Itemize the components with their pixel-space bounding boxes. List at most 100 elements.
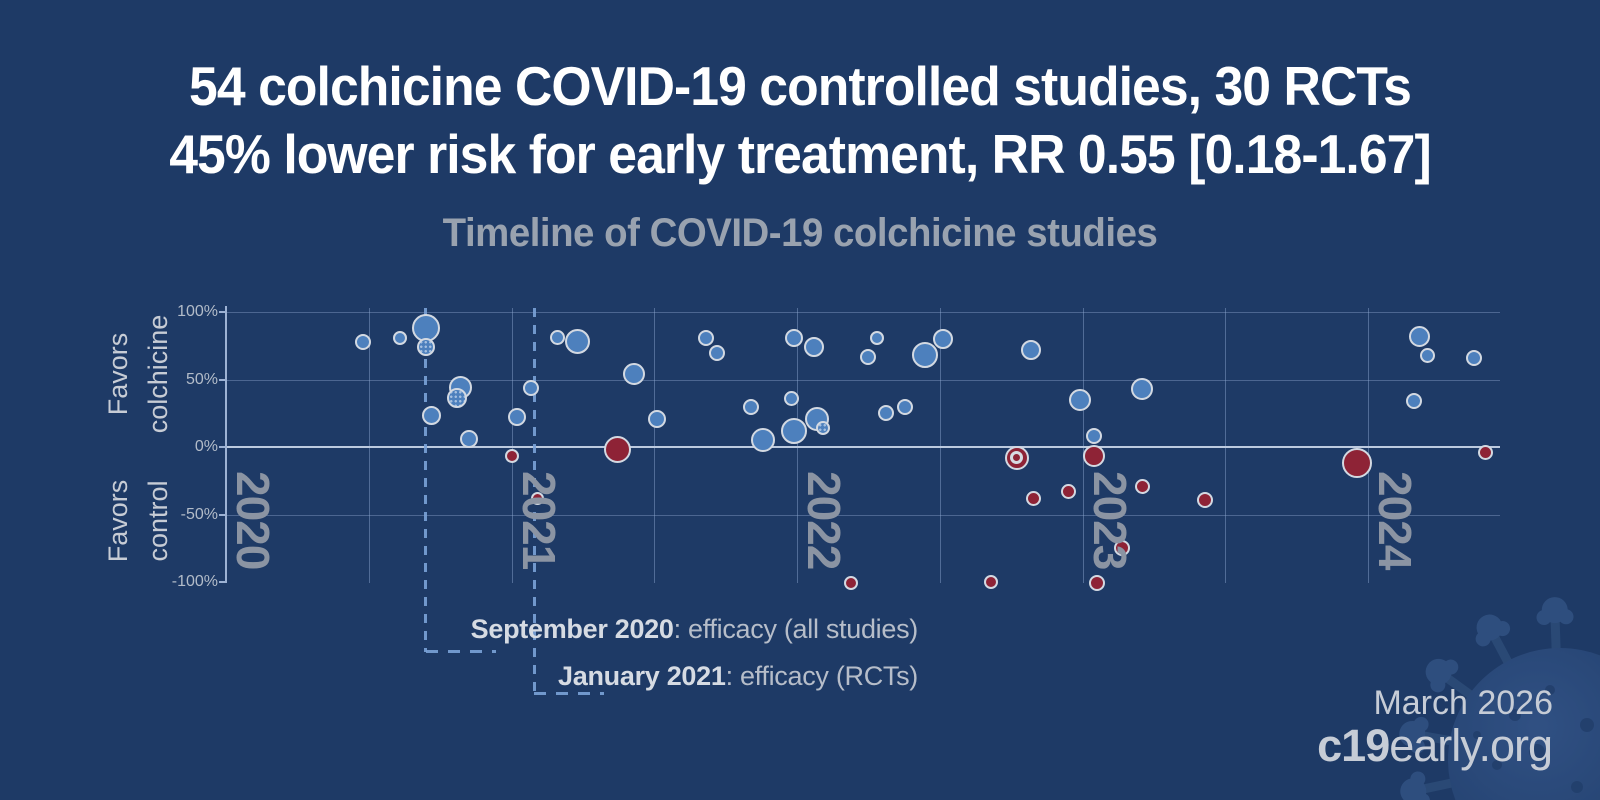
headline-line2: 45% lower risk for early treatment, RR 0… xyxy=(169,123,1431,185)
gridline-vertical xyxy=(939,308,941,583)
study-dot-red xyxy=(1060,484,1076,500)
study-dot-blue xyxy=(1085,428,1102,445)
annotation-january-2021-text: : efficacy (RCTs) xyxy=(725,661,919,691)
gridline-vertical xyxy=(654,308,656,583)
gridline-horizontal xyxy=(226,379,1500,381)
study-dot-blue xyxy=(1405,393,1422,410)
study-dot-blue xyxy=(1131,377,1154,400)
marker-dashed-line xyxy=(424,308,428,652)
ring-marker xyxy=(1010,451,1024,465)
study-dot-blue xyxy=(623,363,646,386)
gridline-horizontal xyxy=(226,514,1500,516)
study-dot-blue xyxy=(804,337,825,358)
annotation-january-2021-date: January 2021 xyxy=(558,661,726,691)
y-tick-label: 100% xyxy=(177,303,218,320)
year-label-2021: 2021 xyxy=(512,471,565,570)
study-dot-blue xyxy=(447,388,468,409)
study-dot-blue xyxy=(781,417,808,444)
gridline-vertical xyxy=(1225,308,1227,583)
year-label-2020: 2020 xyxy=(227,471,279,570)
study-dot-blue xyxy=(869,330,884,345)
y-tick-mark xyxy=(219,446,225,448)
y-tick-mark xyxy=(219,513,225,516)
study-dot-blue xyxy=(523,379,540,396)
study-dot-red xyxy=(1341,448,1372,479)
study-dot-blue xyxy=(750,428,775,453)
study-dot-blue xyxy=(860,348,877,365)
study-dot-blue xyxy=(1021,339,1042,360)
study-dot-red xyxy=(1088,575,1105,592)
study-dot-blue xyxy=(697,329,714,346)
study-dot-red xyxy=(1134,478,1150,494)
study-dot-red xyxy=(504,449,519,464)
study-dot-blue xyxy=(564,329,590,355)
study-dot-red xyxy=(984,575,999,589)
study-dot-blue xyxy=(508,408,527,427)
study-dot-red xyxy=(1197,491,1214,508)
study-dot-red xyxy=(603,436,631,464)
study-dot-blue xyxy=(411,314,440,343)
gridline-vertical xyxy=(368,308,370,583)
annotation-september-2020-text: : efficacy (all studies) xyxy=(673,614,919,644)
y-tick-label: 0% xyxy=(194,438,218,455)
study-dot-blue xyxy=(897,398,914,415)
annotation-september-2020-date: September 2020 xyxy=(470,614,674,644)
marker-dashed-underline xyxy=(425,650,496,653)
chart-title: Timeline of COVID-19 colchicine studies xyxy=(442,211,1158,255)
footer-site-rest: early.org xyxy=(1389,720,1553,771)
gridline-vertical xyxy=(1082,308,1084,583)
gridline-horizontal xyxy=(226,312,1500,313)
coronavirus-icon xyxy=(1399,597,1600,800)
study-dot-blue xyxy=(459,429,478,448)
year-label-2022: 2022 xyxy=(798,471,850,570)
footer-site-url: c19early.org xyxy=(1317,720,1553,772)
study-dot-blue xyxy=(1408,325,1430,347)
study-dot-blue xyxy=(416,338,435,357)
headline-line1: 54 colchicine COVID-19 controlled studie… xyxy=(189,55,1412,117)
study-dot-red xyxy=(1026,490,1042,506)
year-label-2023: 2023 xyxy=(1083,471,1136,570)
study-dot-blue xyxy=(1465,349,1482,366)
study-dot-blue xyxy=(549,330,565,346)
study-dot-red xyxy=(1114,540,1131,557)
study-dot-blue xyxy=(932,329,953,349)
gridline-vertical xyxy=(511,308,513,583)
study-dot-blue xyxy=(743,398,760,415)
study-dot-blue xyxy=(877,405,894,422)
marker-dashed-underline xyxy=(534,692,605,695)
footer-site-bold: c19 xyxy=(1317,720,1390,771)
study-dot-red xyxy=(1477,444,1493,460)
gridline-vertical xyxy=(797,308,798,583)
study-dot-red xyxy=(530,491,544,505)
year-label-2024: 2024 xyxy=(1369,471,1421,570)
study-dot-blue xyxy=(393,330,408,345)
study-dot-blue xyxy=(709,344,726,361)
y-axis-label-favors-colchicine: Favors colchicine xyxy=(98,315,178,434)
study-dot-blue xyxy=(648,409,667,428)
study-dot-blue xyxy=(785,328,804,347)
study-dot-blue xyxy=(912,342,939,369)
zero-effect-line xyxy=(226,446,1500,448)
favors-colchicine-line2: colchicine xyxy=(143,314,173,434)
study-dot-blue xyxy=(815,421,830,436)
gridline-vertical xyxy=(1368,308,1369,583)
favors-control-line2: control xyxy=(143,480,173,562)
y-tick-mark xyxy=(219,581,225,583)
favors-colchicine-line1: Favors xyxy=(103,332,133,416)
study-dot-blue xyxy=(1420,347,1436,363)
footer-date: March 2026 xyxy=(1373,684,1553,722)
y-tick-label: 50% xyxy=(185,370,218,388)
study-dot-blue xyxy=(422,406,442,426)
y-tick-label: -100% xyxy=(171,573,218,590)
annotation-september-2020: September 2020: efficacy (all studies) xyxy=(470,614,919,645)
annotation-january-2021: January 2021: efficacy (RCTs) xyxy=(558,661,918,692)
y-tick-label: -50% xyxy=(180,505,218,523)
y-tick-mark xyxy=(219,311,225,313)
study-dot-blue xyxy=(355,333,372,350)
study-dot-red xyxy=(1082,445,1105,468)
y-tick-mark xyxy=(219,378,225,381)
study-dot-red xyxy=(844,576,859,591)
y-axis-line xyxy=(225,306,227,583)
